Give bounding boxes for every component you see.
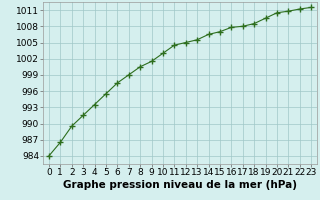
X-axis label: Graphe pression niveau de la mer (hPa): Graphe pression niveau de la mer (hPa) (63, 180, 297, 190)
